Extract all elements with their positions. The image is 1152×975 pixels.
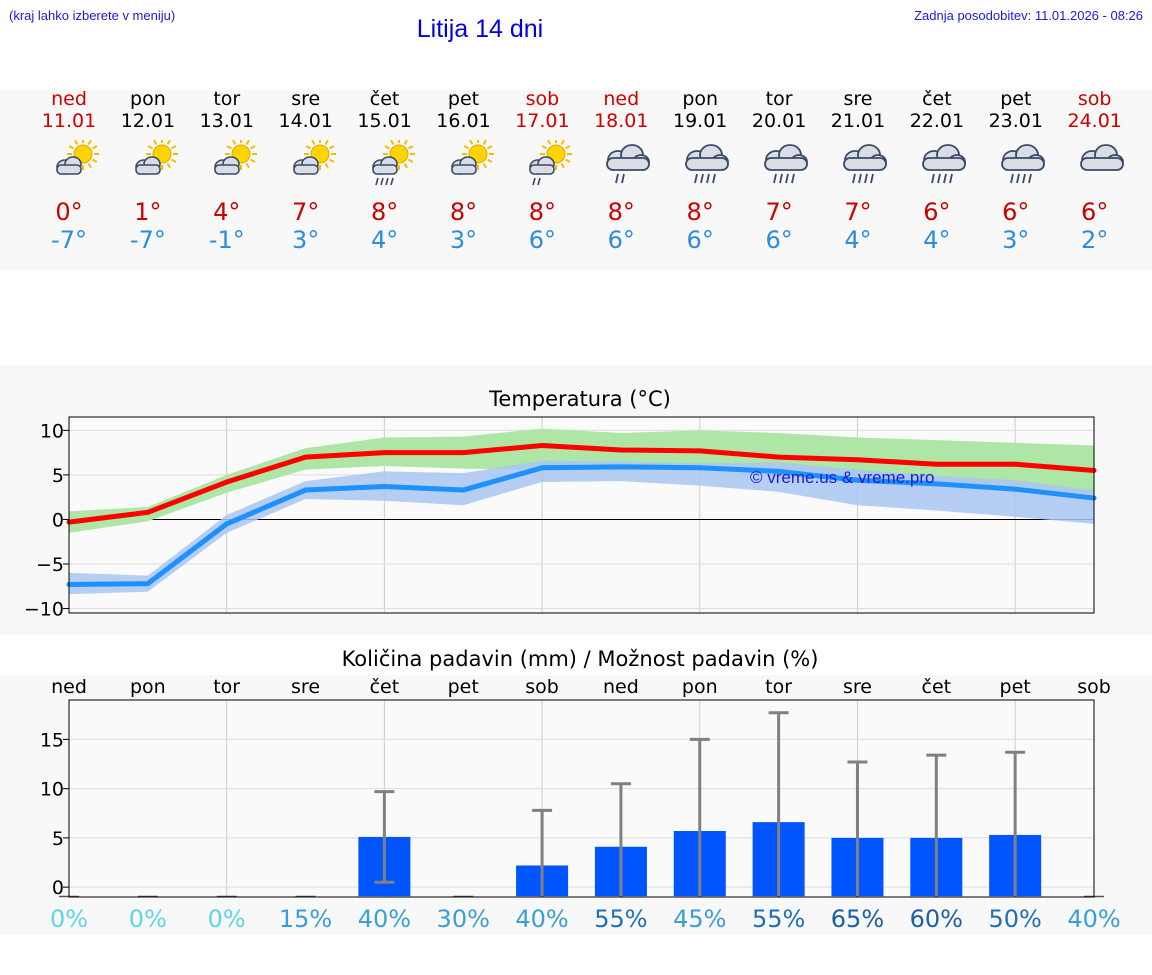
day-column: pet 16.01 8° 3° (425, 88, 503, 268)
min-temperature: 6° (765, 226, 793, 254)
max-temperature: 0° (55, 198, 83, 226)
day-date: 16.01 (436, 110, 491, 132)
watermark: © vreme.us & vreme.pro (750, 468, 935, 487)
day-date: 14.01 (278, 110, 333, 132)
sun-cloud-icon (49, 138, 101, 186)
min-temperature: 4° (844, 226, 872, 254)
day-date: 13.01 (199, 110, 254, 132)
min-temperature: -7° (129, 226, 166, 254)
day-name: sob (1077, 88, 1112, 110)
day-name: tor (765, 88, 793, 110)
day-column: pon 12.01 1° -7° (109, 88, 187, 268)
day-column: tor 13.01 4° -1° (188, 88, 266, 268)
day-date: 12.01 (120, 110, 176, 132)
precipitation-panel (0, 675, 1152, 935)
cloud-light-rain-icon (601, 140, 653, 186)
cloud-rain-icon (917, 140, 969, 186)
day-name: čet (369, 88, 400, 110)
day-name: pet (447, 88, 480, 110)
day-date: 23.01 (988, 110, 1043, 132)
day-name: ned (603, 88, 640, 110)
min-temperature: 6° (528, 226, 557, 254)
day-date: 20.01 (751, 110, 807, 132)
max-temperature: 8° (449, 198, 478, 226)
last-updated: Zadnja posodobitev: 11.01.2026 - 08:26 (914, 8, 1143, 23)
day-date: 17.01 (515, 110, 570, 132)
day-column: sre 14.01 7° 3° (267, 88, 345, 268)
day-date: 18.01 (594, 110, 649, 132)
min-temperature: 6° (686, 226, 714, 254)
day-date: 19.01 (672, 110, 728, 132)
sun-cloud-icon (128, 138, 180, 186)
max-temperature: 8° (686, 198, 714, 226)
max-temperature: 8° (607, 198, 635, 226)
max-temperature: 8° (370, 198, 399, 226)
day-column: sob 24.01 6° 2° (1056, 88, 1134, 268)
day-date: 21.01 (830, 110, 886, 132)
cloud-rain-icon (759, 140, 811, 186)
max-temperature: 1° (134, 198, 162, 226)
day-column: čet 22.01 6° 4° (898, 88, 976, 268)
sun-cloud-rain-icon (365, 138, 417, 186)
day-column: sob 17.01 8° 6° (503, 88, 581, 268)
min-temperature: 3° (449, 226, 478, 254)
day-column: ned 11.01 0° -7° (30, 88, 108, 268)
max-temperature: 6° (923, 198, 951, 226)
day-column: tor 20.01 7° 6° (740, 88, 818, 268)
cloud-rain-icon (838, 140, 890, 186)
max-temperature: 6° (1081, 198, 1109, 226)
min-temperature: -1° (208, 226, 245, 254)
day-column: sre 21.01 7° 4° (819, 88, 897, 268)
max-temperature: 8° (528, 198, 557, 226)
forecast-strip (0, 90, 1152, 270)
temperature-chart-title: Temperatura (°C) (489, 387, 671, 411)
sun-cloud-icon (207, 138, 259, 186)
day-column: pon 19.01 8° 6° (661, 88, 739, 268)
cloud-icon (1075, 140, 1127, 186)
day-column: čet 15.01 8° 4° (346, 88, 424, 268)
day-name: tor (213, 88, 241, 110)
sun-cloud-icon (444, 138, 496, 186)
day-date: 24.01 (1067, 110, 1122, 132)
precipitation-chart-title: Količina padavin (mm) / Možnost padavin … (341, 647, 819, 671)
min-temperature: 3° (1002, 226, 1030, 254)
max-temperature: 7° (292, 198, 320, 226)
max-temperature: 7° (765, 198, 793, 226)
day-name: pet (1000, 88, 1032, 110)
sun-cloud-light-rain-icon (522, 138, 574, 186)
day-date: 22.01 (909, 110, 965, 132)
min-temperature: 6° (607, 226, 635, 254)
updated-label: Zadnja posodobitev: (914, 8, 1032, 23)
day-date: 11.01 (41, 110, 97, 132)
location-hint: (kraj lahko izberete v meniju) (9, 8, 176, 23)
day-column: pet 23.01 6° 3° (977, 88, 1055, 268)
cloud-rain-icon (680, 140, 732, 186)
day-name: sre (291, 88, 321, 110)
max-temperature: 7° (844, 198, 872, 226)
min-temperature: 4° (370, 226, 399, 254)
min-temperature: -7° (51, 226, 87, 254)
day-name: ned (51, 88, 87, 110)
day-name: pon (682, 88, 719, 110)
min-temperature: 2° (1081, 226, 1109, 254)
day-date: 15.01 (357, 110, 412, 132)
page-title: Litija 14 dni (416, 15, 544, 43)
updated-value: 11.01.2026 - 08:26 (1034, 8, 1143, 23)
day-name: sre (843, 88, 873, 110)
day-column: ned 18.01 8° 6° (582, 88, 660, 268)
sun-cloud-icon (286, 138, 338, 186)
min-temperature: 3° (292, 226, 320, 254)
day-name: sob (525, 88, 560, 110)
day-name: pon (130, 88, 166, 110)
day-name: čet (922, 88, 952, 110)
cloud-rain-icon (996, 140, 1048, 186)
max-temperature: 4° (213, 198, 241, 226)
min-temperature: 4° (923, 226, 951, 254)
max-temperature: 6° (1002, 198, 1030, 226)
